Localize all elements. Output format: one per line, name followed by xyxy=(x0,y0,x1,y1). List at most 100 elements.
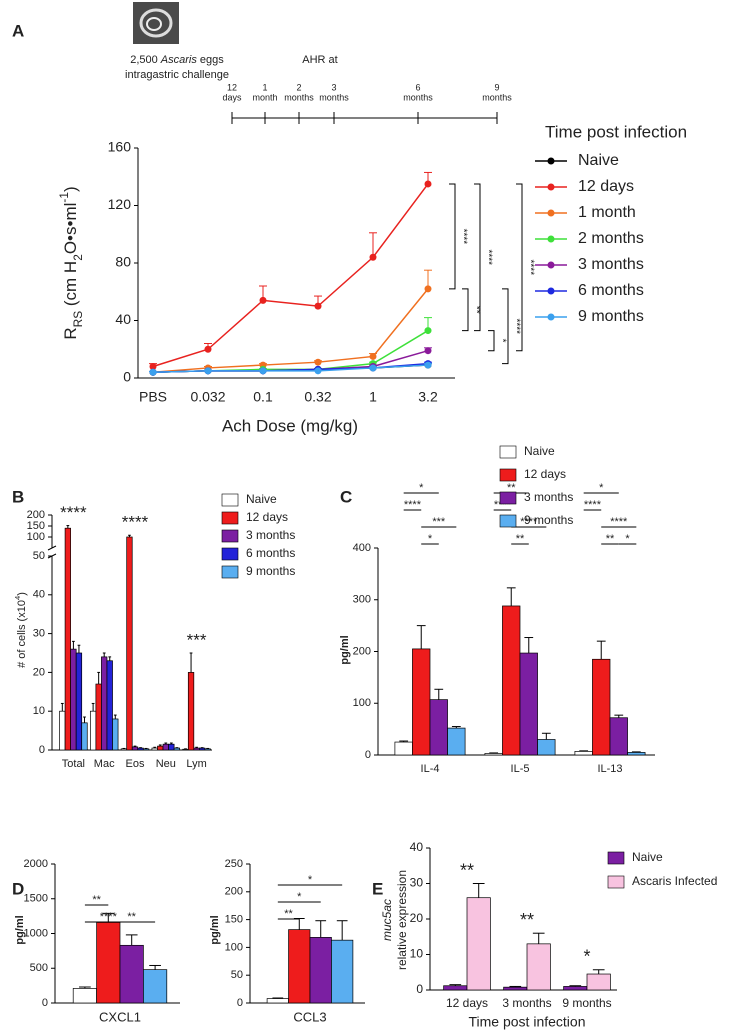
timeline-label: months xyxy=(482,92,512,102)
panel-letter: B xyxy=(12,487,24,506)
y-tick-label: 160 xyxy=(108,139,132,155)
significance-label: *** xyxy=(432,516,446,528)
legend-label: 3 months xyxy=(578,256,644,273)
legend-swatch xyxy=(499,514,517,528)
bar xyxy=(331,939,354,1004)
significance-label: ** xyxy=(127,911,136,923)
timeline-label: days xyxy=(222,92,242,102)
legend-label: Ascaris Infected xyxy=(632,874,717,888)
y-axis-label: # of cells (x104) xyxy=(13,592,28,668)
bar xyxy=(563,986,588,991)
significance-label: **** xyxy=(122,513,149,532)
legend-swatch xyxy=(221,565,239,579)
legend-title: Time post infection xyxy=(545,122,687,141)
label-part: # of cells (x10 xyxy=(16,600,28,668)
legend-swatch xyxy=(499,445,517,459)
significance-label: ** xyxy=(92,894,101,906)
timeline-label: months xyxy=(319,92,349,102)
legend-label: 12 days xyxy=(578,178,634,195)
significance-label: **** xyxy=(404,499,422,511)
bar xyxy=(151,747,158,751)
significance-bracket xyxy=(488,330,495,352)
y-tick-label: 2000 xyxy=(24,858,48,870)
x-tick-label: 9 months xyxy=(562,996,611,1010)
series-line xyxy=(152,288,429,373)
bar xyxy=(157,745,164,751)
bar xyxy=(526,943,551,991)
legend-swatch xyxy=(547,183,555,191)
point xyxy=(424,347,432,355)
label-part: O•s•ml xyxy=(61,203,80,255)
legend-label: 3 months xyxy=(524,490,573,504)
bar xyxy=(182,748,189,751)
bar xyxy=(288,929,311,1004)
y-tick-label: 250 xyxy=(225,858,243,870)
bar xyxy=(173,747,181,751)
bar xyxy=(429,699,448,756)
bar xyxy=(126,536,133,751)
significance-label: **** xyxy=(584,499,602,511)
x-tick-label: Eos xyxy=(126,758,145,770)
bar xyxy=(627,752,646,756)
x-tick-label: Total xyxy=(62,758,85,770)
label-part: pg/ml xyxy=(339,635,351,664)
legend-label: 6 months xyxy=(246,546,295,560)
bar xyxy=(187,672,195,751)
bar xyxy=(59,710,66,751)
legend-label: Naive xyxy=(578,152,619,169)
timeline-label: 9 xyxy=(494,82,499,92)
bar xyxy=(204,748,211,751)
bar xyxy=(89,710,97,751)
bar xyxy=(443,985,468,991)
legend-label: 9 months xyxy=(578,308,644,325)
timeline-label: months xyxy=(284,92,314,102)
point xyxy=(424,180,432,188)
label-part: -1 xyxy=(57,192,71,203)
timeline-heading: AHR at xyxy=(302,54,337,66)
y-tick-label: 10 xyxy=(410,947,424,961)
legend-swatch xyxy=(607,875,625,889)
legend-label: 6 months xyxy=(578,282,644,299)
label-part: RS xyxy=(71,311,85,328)
bar xyxy=(137,747,144,751)
x-tick-label: 3 months xyxy=(502,996,551,1010)
bar xyxy=(143,969,168,1004)
x-tick-label: 1 xyxy=(369,389,377,405)
bar xyxy=(95,683,102,751)
significance-bracket xyxy=(516,183,523,352)
significance-label: * xyxy=(297,891,302,903)
significance-label: **** xyxy=(482,249,493,265)
significance-label: **** xyxy=(100,911,118,923)
y-axis-label: RRS (cm H2O•s•ml-1) xyxy=(57,186,85,339)
point xyxy=(149,363,157,370)
timeline-label: 1 xyxy=(262,82,267,92)
legend-swatch xyxy=(221,547,239,561)
timeline-label: 3 xyxy=(331,82,336,92)
y-tick-label: 500 xyxy=(30,962,48,974)
significance-label: **** xyxy=(60,503,87,522)
bar xyxy=(537,739,556,756)
label-part: R xyxy=(61,327,80,339)
x-tick-label: 3.2 xyxy=(418,389,438,405)
bar xyxy=(503,986,528,991)
label-part: eggs xyxy=(197,54,224,66)
x-tick-label: IL-4 xyxy=(421,763,440,775)
bar xyxy=(412,648,431,756)
legend-label: 2 months xyxy=(578,230,644,247)
bar xyxy=(574,751,593,756)
y-tick-label: 0 xyxy=(365,749,371,761)
point xyxy=(424,361,432,369)
x-axis-label: Ach Dose (mg/kg) xyxy=(222,416,358,435)
y-tick-label: 30 xyxy=(410,876,424,890)
bar xyxy=(70,648,77,751)
x-axis-label: CCL3 xyxy=(293,1009,326,1024)
panel-letter: A xyxy=(12,21,24,40)
significance-label: **** xyxy=(610,516,628,528)
panel-letter: D xyxy=(12,879,24,898)
y-tick-label: 200 xyxy=(225,886,243,898)
timeline-label: months xyxy=(403,92,433,102)
point xyxy=(314,367,322,375)
x-axis-label: CXCL1 xyxy=(99,1009,141,1024)
x-axis-label: Time post infection xyxy=(469,1014,586,1030)
